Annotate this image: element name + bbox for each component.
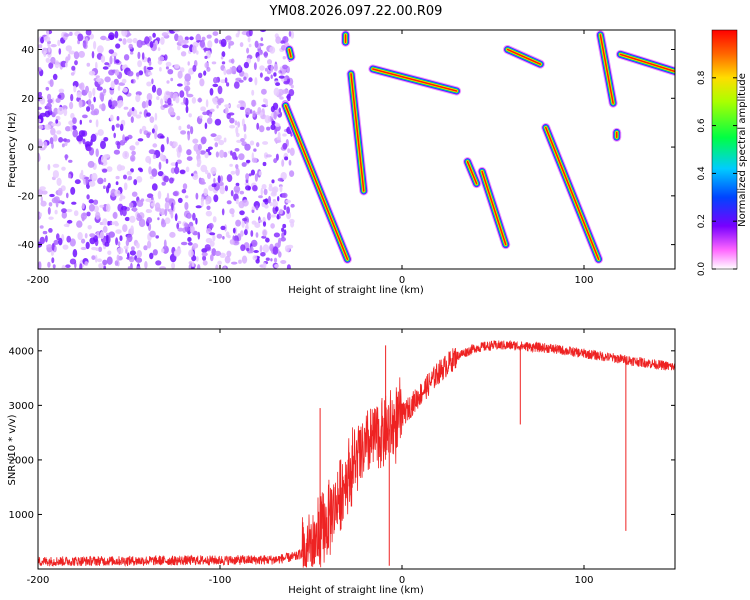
snr-xtick-label: 0 xyxy=(399,575,405,586)
track-8 xyxy=(541,123,604,264)
spectrogram-xtick-label: -200 xyxy=(27,275,50,286)
snr-ytick-label: 1000 xyxy=(9,510,34,521)
spectrogram-ytick-label: 0 xyxy=(28,143,34,154)
snr-ylabel: SNR (10 * v/v) xyxy=(7,414,18,485)
track-7 xyxy=(503,45,545,69)
spectrogram-xtick-label: -100 xyxy=(209,275,232,286)
colorbar: 0.0 0.2 0.4 0.6 0.8 Normalized spectral ampl… xyxy=(697,29,748,276)
spectrogram-ytick-label: -40 xyxy=(18,240,34,251)
colorbar-tick-label: 0.6 xyxy=(697,118,707,133)
snr-frame xyxy=(37,328,676,570)
colorbar-tick-label: 0.4 xyxy=(697,166,707,181)
snr-xtick-label: -200 xyxy=(27,575,50,586)
snr-axes: -200 -100 0 100 1000 2000 3000 4000 xyxy=(9,329,675,586)
snr-ytick-label: 4000 xyxy=(9,346,34,357)
snr-xlabel: Height of straight line (km) xyxy=(288,585,424,596)
spectrogram-xlabel: Height of straight line (km) xyxy=(288,285,424,296)
snr-ytick-label: 2000 xyxy=(9,455,34,466)
spectrogram-ytick-label: -20 xyxy=(18,191,34,202)
track-9 xyxy=(595,30,618,108)
colorbar-tick-label: 0.0 xyxy=(697,262,707,277)
spectrogram-ytick-label: 20 xyxy=(21,94,34,105)
colorbar-ticks: 0.0 0.2 0.4 0.6 0.8 xyxy=(697,70,737,276)
snr-xtick-label: -100 xyxy=(209,575,232,586)
colorbar-tick-label: 0.8 xyxy=(697,70,707,85)
track-0 xyxy=(284,45,296,62)
snr-series-line xyxy=(38,340,675,568)
colorbar-label: Normalized spectral amplitude xyxy=(737,73,748,227)
snr-ytick-label: 3000 xyxy=(9,401,34,412)
snr-panel: -200 -100 0 100 1000 2000 3000 4000 Height of s… xyxy=(7,328,676,596)
snr-xtick-label: 100 xyxy=(574,575,593,586)
spectrogram-ytick-label: 40 xyxy=(21,45,34,56)
noise-region xyxy=(38,30,295,269)
track-6 xyxy=(477,166,511,250)
figure-title: YM08.2026.097.22.00.R09 xyxy=(269,4,443,19)
spectrogram-plot-area xyxy=(38,30,675,269)
track-1 xyxy=(281,101,352,264)
spectrogram-xtick-label: 100 xyxy=(574,275,593,286)
track-11 xyxy=(615,49,675,76)
track-5 xyxy=(463,157,482,189)
snr-plot-area xyxy=(38,340,675,568)
colorbar-tick-label: 0.2 xyxy=(697,214,707,228)
spectrogram-xtick-label: 0 xyxy=(399,275,405,286)
track-4 xyxy=(368,64,462,96)
spectrogram-ylabel: Frequency (Hz) xyxy=(7,112,18,188)
colorbar-gradient xyxy=(711,29,738,270)
track-3 xyxy=(346,69,369,196)
spectrogram-frame xyxy=(37,29,676,270)
